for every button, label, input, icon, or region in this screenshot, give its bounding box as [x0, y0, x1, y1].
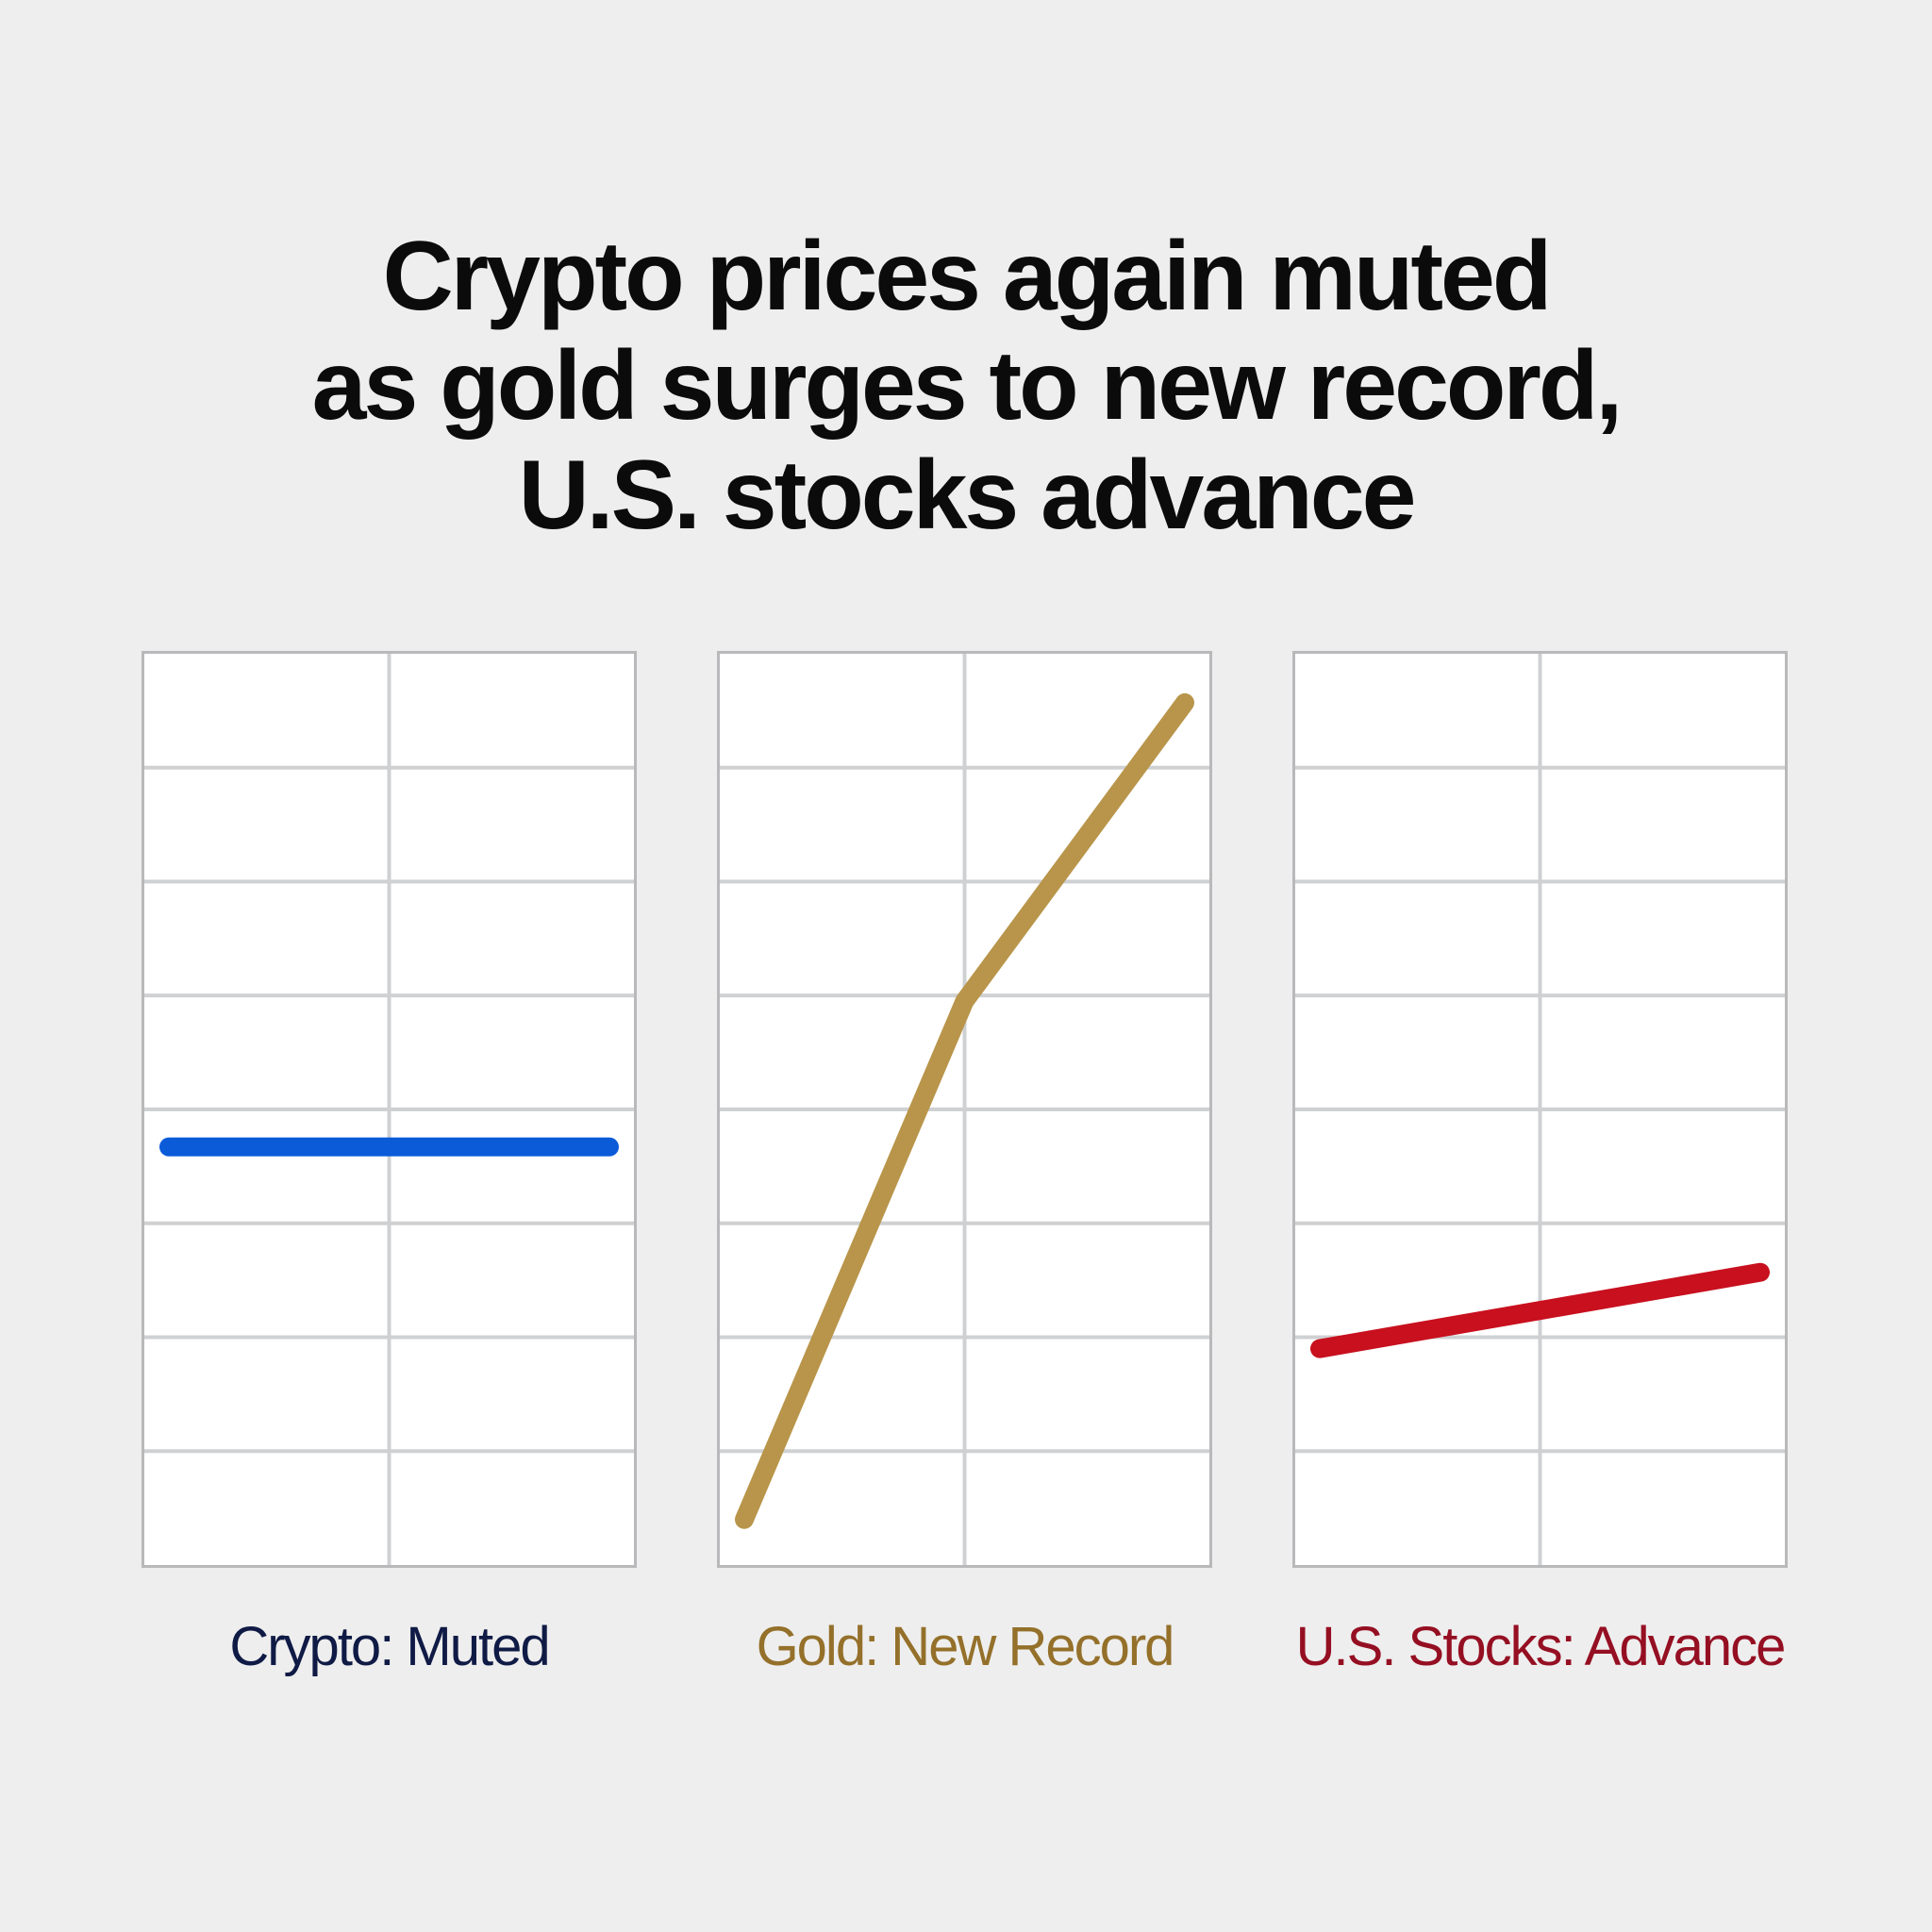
series-line	[1310, 1262, 1770, 1358]
crypto-panel	[142, 651, 637, 1568]
title-line-3: U.S. stocks advance	[518, 441, 1417, 550]
gold-label: Gold: New Record	[756, 1616, 1175, 1677]
series-line	[735, 692, 1194, 1529]
stocks-panel	[1292, 651, 1788, 1568]
title-line-1: Crypto prices again muted	[382, 222, 1553, 331]
stocks-label: U.S. Stocks: Advance	[1295, 1616, 1787, 1677]
panel-grid	[720, 654, 1209, 1565]
chart-title: Crypto prices again muted as gold surges…	[0, 222, 1932, 550]
panel-grid	[144, 654, 634, 1565]
gold-panel	[717, 651, 1212, 1568]
panel-grid	[1295, 654, 1785, 1565]
crypto-label: Crypto: Muted	[229, 1616, 550, 1677]
title-line-2: as gold surges to new record,	[311, 331, 1624, 441]
